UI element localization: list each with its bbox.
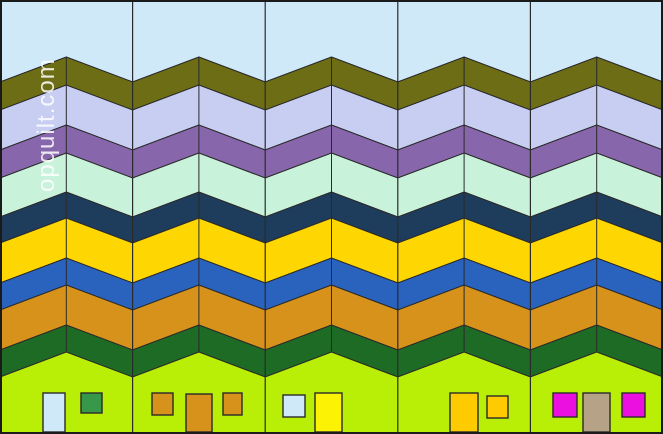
window-col4 xyxy=(486,395,509,419)
seam-lines xyxy=(65,0,598,434)
window-col2 xyxy=(151,392,174,416)
window-col5 xyxy=(552,392,578,418)
door-col5 xyxy=(582,392,611,433)
door-col4 xyxy=(449,392,479,433)
window-col5 xyxy=(621,392,646,418)
door-col1 xyxy=(42,392,66,433)
window-col2 xyxy=(222,392,243,416)
window-col1 xyxy=(80,392,103,414)
window-col3 xyxy=(282,394,306,418)
door-col3 xyxy=(314,392,343,433)
watermark-text: opquilt.com xyxy=(33,58,60,192)
door-col2 xyxy=(185,393,213,433)
